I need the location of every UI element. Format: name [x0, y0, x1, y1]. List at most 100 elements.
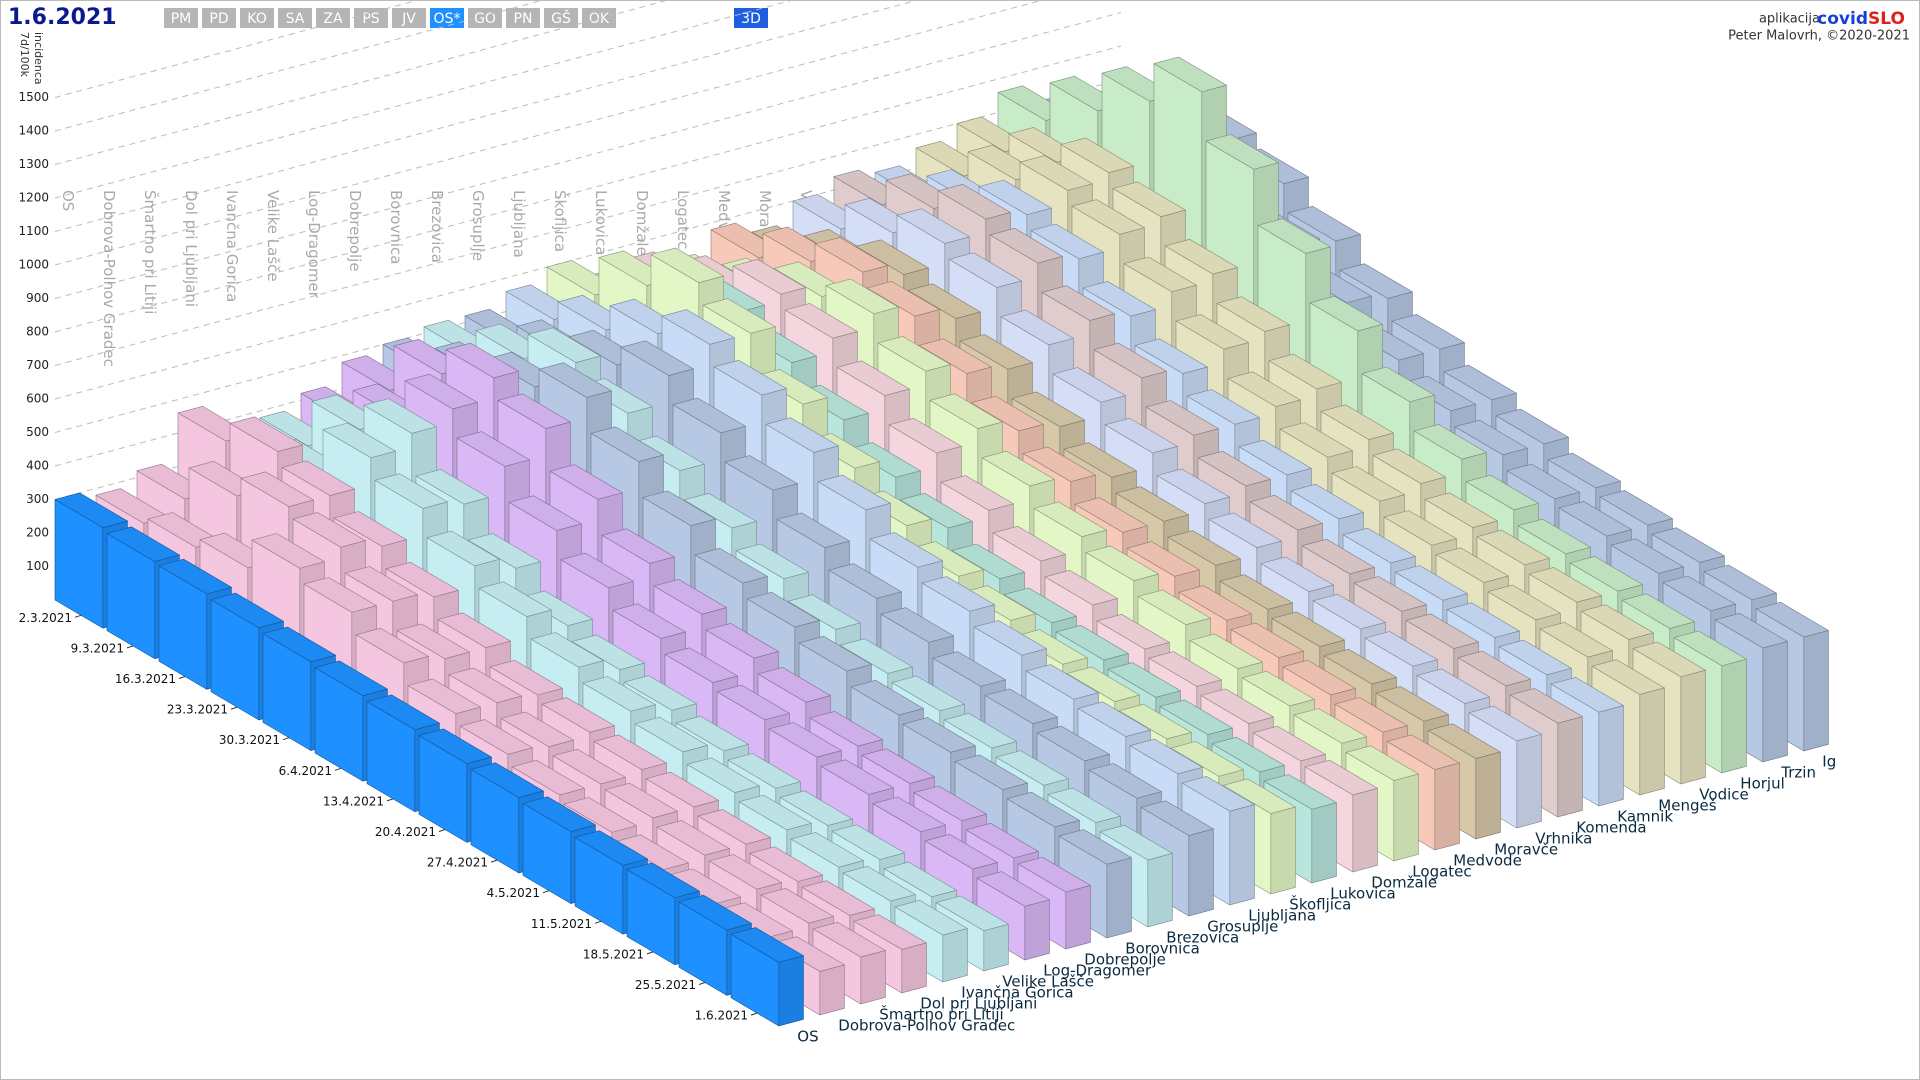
bar-top — [1044, 569, 1118, 606]
bar-top — [560, 552, 634, 589]
bar-side — [1188, 828, 1214, 917]
grid-line — [54, 45, 1122, 333]
back-series-label: OS — [59, 190, 77, 211]
y-tick-label: 600 — [26, 392, 49, 406]
tab-button[interactable]: JV — [392, 8, 426, 28]
mode-button[interactable]: 3D — [734, 8, 768, 28]
tab-button[interactable]: ZA — [316, 8, 350, 28]
bar-top — [571, 634, 645, 670]
bar-top — [943, 712, 1017, 749]
y-tick-label: 1200 — [18, 191, 49, 205]
bar-top — [262, 626, 336, 663]
bar-top — [1096, 613, 1170, 650]
tab-button[interactable]: PD — [202, 8, 236, 28]
tab-button[interactable]: KO — [240, 8, 274, 28]
tab-button[interactable]: PM — [164, 8, 198, 28]
bar-top — [511, 759, 585, 796]
bar-top — [1391, 314, 1465, 350]
bar-top — [932, 651, 1006, 687]
legend-label: Medvode — [1453, 852, 1522, 870]
bar-top — [738, 794, 812, 831]
bar-top — [1077, 701, 1151, 737]
tab-button-bg — [392, 8, 426, 28]
bar-top — [158, 558, 232, 595]
bar-top — [623, 675, 697, 711]
bar — [976, 871, 1050, 961]
bar-top — [995, 750, 1069, 786]
bar-top — [1293, 708, 1367, 744]
bar-top — [839, 638, 913, 674]
bar-top — [634, 716, 708, 753]
bar-top — [790, 832, 864, 868]
bar-top — [527, 327, 601, 363]
tab-button[interactable]: OS* — [430, 8, 464, 28]
bar-top — [894, 899, 968, 936]
bar-top — [929, 393, 1003, 429]
bar-top — [1454, 419, 1528, 456]
grid-line — [54, 0, 671, 165]
legend-label: Ivančna Gorica — [961, 984, 1073, 1002]
bar-top — [519, 590, 593, 626]
tab-button[interactable]: PS — [354, 8, 388, 28]
back-series-label: Grosuplje — [469, 190, 487, 261]
bar-top — [935, 895, 1009, 932]
bar-side — [942, 928, 968, 983]
back-series-label: Logatec — [674, 190, 692, 249]
x-tick-label: 4.5.2021 — [487, 886, 540, 900]
tab-button-bg — [430, 8, 464, 28]
bar-top — [1651, 527, 1725, 563]
back-series-label: Škofljica — [551, 190, 570, 252]
tab-button[interactable]: GO — [468, 8, 502, 28]
app-name-b: SLO — [1868, 9, 1905, 29]
bar-top — [1140, 800, 1214, 836]
bar-top — [809, 711, 883, 747]
bar-top — [552, 748, 626, 785]
bar-top — [344, 566, 418, 602]
bar-side — [1311, 802, 1337, 884]
bar-top — [855, 239, 929, 275]
bar-top — [1175, 314, 1249, 350]
bar-top — [732, 259, 806, 295]
bar-top — [1372, 448, 1446, 484]
bar-top — [1457, 650, 1531, 687]
bar-top — [981, 450, 1055, 487]
bar-top — [937, 184, 1011, 220]
bar-side — [1721, 658, 1747, 774]
bar-top — [355, 627, 429, 664]
bar-top — [1033, 501, 1107, 537]
bar-top — [1222, 778, 1296, 814]
bar-top — [970, 395, 1044, 432]
bar-top — [872, 796, 946, 833]
grid-line — [54, 112, 1122, 400]
bar-side — [901, 942, 927, 994]
bar-top — [675, 715, 749, 752]
tab-button[interactable]: OK — [582, 8, 616, 28]
bar-top — [842, 866, 916, 902]
bar-top — [798, 635, 872, 672]
grid-line — [54, 0, 795, 199]
bar-top — [1465, 474, 1539, 511]
legend-label: Dobrepolje — [1084, 951, 1166, 969]
tab-button-label: GŠ — [551, 9, 571, 27]
bar-top — [574, 830, 648, 866]
x-tick-label: 20.4.2021 — [375, 825, 436, 839]
tab-button[interactable]: GŠ — [544, 8, 578, 28]
bar-top — [820, 759, 894, 795]
bar-top — [620, 340, 694, 376]
y-tick-label: 900 — [26, 291, 49, 305]
bar-top — [1047, 787, 1121, 823]
bar-top — [1287, 206, 1361, 242]
tab-button[interactable]: PN — [506, 8, 540, 28]
bar-top — [888, 417, 962, 454]
y-label: incidenca — [32, 32, 45, 85]
bar-top — [902, 717, 976, 753]
y-tick-label: 400 — [26, 459, 49, 473]
bar-side — [1065, 885, 1091, 950]
bar-top — [757, 667, 831, 703]
bar-top — [582, 676, 656, 712]
bar-top — [891, 675, 965, 712]
bar-top — [1003, 587, 1077, 624]
legend-label: Grosuplje — [1207, 918, 1278, 936]
tab-button[interactable]: SA — [278, 8, 312, 28]
